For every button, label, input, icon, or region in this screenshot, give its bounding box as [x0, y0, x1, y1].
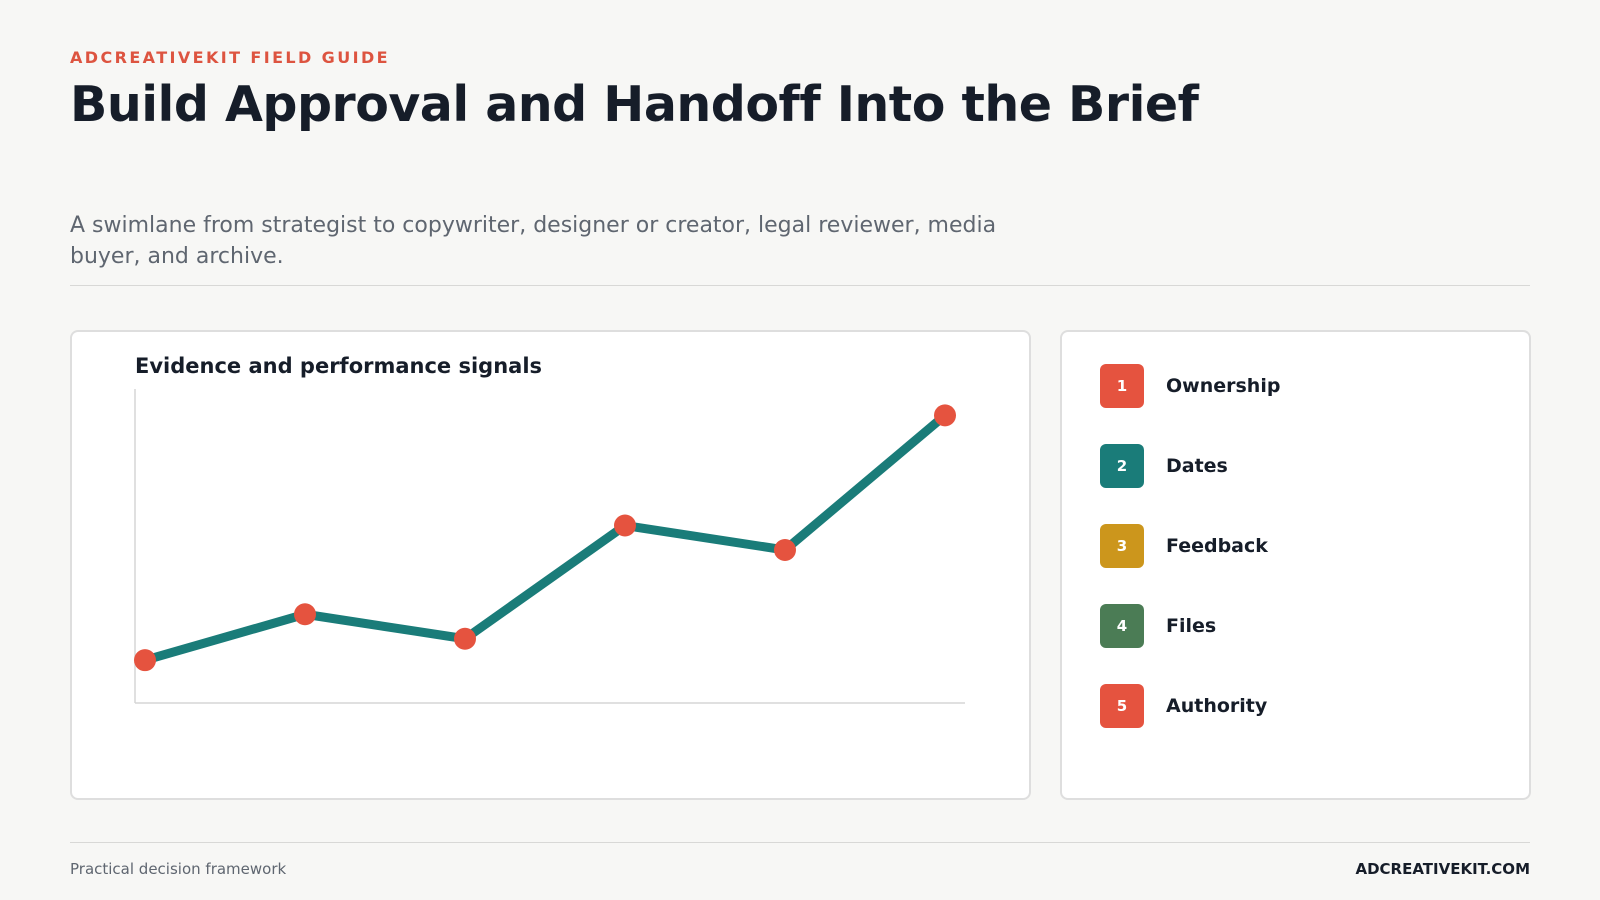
data-point-4 — [614, 514, 636, 537]
line-chart — [134, 389, 965, 704]
data-point-5 — [774, 539, 796, 561]
legend-label: Files — [1166, 615, 1217, 637]
legend-number-badge: 1 — [1100, 364, 1144, 408]
footer-tagline: Practical decision framework — [70, 860, 287, 878]
legend-card: 1 Ownership 2 Dates 3 Feedback 4 Files 5 Authorit… — [1060, 330, 1531, 800]
legend-item-files: 4 Files — [1100, 604, 1216, 648]
footer-site-link[interactable]: ADCREATIVEKIT.COM — [1355, 860, 1530, 878]
legend-number-badge: 3 — [1100, 524, 1144, 568]
legend-number-badge: 4 — [1100, 604, 1144, 648]
chart-title: Evidence and performance signals — [135, 354, 543, 378]
legend-label: Authority — [1166, 695, 1268, 717]
legend-number-badge: 5 — [1100, 684, 1144, 728]
legend-item-feedback: 3 Feedback — [1100, 524, 1268, 568]
series-line — [140, 410, 950, 665]
legend-item-authority: 5 Authority — [1100, 684, 1267, 728]
page-title: Build Approval and Handoff Into the Brie… — [70, 76, 1199, 133]
legend-number-badge: 2 — [1100, 444, 1144, 488]
legend-label: Feedback — [1166, 535, 1268, 557]
legend-label: Ownership — [1166, 375, 1281, 397]
data-point-6 — [934, 404, 956, 427]
legend-label: Dates — [1166, 455, 1228, 477]
footer-divider — [70, 842, 1530, 843]
eyebrow-label: ADCREATIVEKIT FIELD GUIDE — [70, 48, 390, 67]
header-divider — [70, 285, 1530, 286]
data-point-3 — [454, 627, 476, 650]
legend-item-dates: 2 Dates — [1100, 444, 1228, 488]
legend-item-ownership: 1 Ownership — [1100, 364, 1280, 408]
page-subtitle: A swimlane from strategist to copywriter… — [70, 213, 997, 269]
data-point-1 — [134, 649, 156, 672]
data-point-2 — [294, 603, 316, 626]
chart-card: Evidence and performance signals — [70, 330, 1031, 800]
